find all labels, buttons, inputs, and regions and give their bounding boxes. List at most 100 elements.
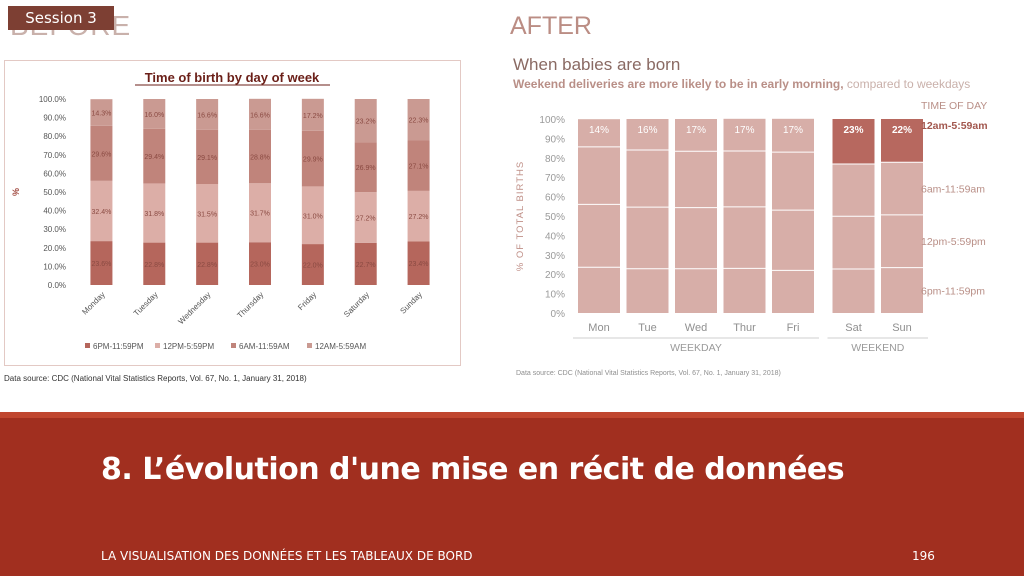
before-bar-segment bbox=[196, 242, 219, 285]
before-x-tick-label: Sunday bbox=[398, 290, 424, 316]
after-x-tick-label: Tue bbox=[638, 322, 657, 334]
before-data-label: 16.6% bbox=[197, 112, 217, 119]
after-bar-segment bbox=[772, 270, 814, 313]
before-data-label: 23.4% bbox=[409, 261, 429, 268]
before-bar-segment bbox=[354, 142, 377, 193]
after-y-tick-label: 10% bbox=[545, 290, 565, 301]
after-data-label: 14% bbox=[589, 125, 609, 136]
after-bar-segment bbox=[626, 207, 669, 269]
after-bar-segment bbox=[675, 268, 717, 313]
before-data-label: 26.9% bbox=[356, 165, 376, 172]
after-data-label: 17% bbox=[734, 125, 754, 136]
after-y-tick-label: 30% bbox=[545, 251, 565, 262]
after-bar-segment bbox=[881, 214, 923, 268]
after-legend-label: 6pm-11:59pm bbox=[921, 285, 985, 297]
after-bar-segment bbox=[832, 164, 875, 217]
before-bar-segment bbox=[301, 98, 324, 131]
after-y-tick-label: 90% bbox=[545, 134, 565, 145]
after-subtitle-comparison: compared to weekdays bbox=[843, 77, 971, 91]
before-data-label: 22.0% bbox=[303, 263, 323, 270]
before-bar-segment bbox=[196, 129, 219, 185]
before-legend-swatch bbox=[85, 343, 90, 348]
before-data-label: 17.2% bbox=[303, 113, 323, 120]
after-bar-segment bbox=[881, 267, 923, 313]
before-data-label: 31.0% bbox=[303, 213, 323, 220]
after-chart-subtitle: Weekend deliveries are more likely to be… bbox=[513, 77, 970, 91]
before-data-label: 23.2% bbox=[356, 119, 376, 126]
after-legend-label: 12am-5:59am bbox=[921, 120, 988, 132]
before-bar-segment bbox=[196, 99, 219, 130]
footer-band bbox=[0, 412, 1024, 576]
before-legend-label: 6AM-11:59AM bbox=[239, 342, 290, 351]
after-bar-segment bbox=[578, 267, 620, 313]
after-data-label: 22% bbox=[892, 125, 912, 136]
before-bar-segment bbox=[301, 186, 324, 245]
after-bar-segment bbox=[772, 118, 814, 153]
before-bar-segment bbox=[354, 99, 377, 143]
before-legend-swatch bbox=[155, 343, 160, 348]
after-bar-segment bbox=[881, 162, 923, 215]
course-title: LA VISUALISATION DES DONNÉES ET LES TABL… bbox=[101, 549, 473, 563]
before-bar-segment bbox=[249, 98, 271, 130]
before-data-label: 27.1% bbox=[409, 164, 429, 171]
before-bar-segment bbox=[354, 242, 377, 285]
after-y-tick-label: 20% bbox=[545, 270, 565, 281]
before-stacked-bar-chart: Time of birth by day of week% 0.0% 10.0% 20… bbox=[11, 70, 430, 351]
before-bar-segment bbox=[354, 192, 377, 243]
after-y-tick-label: 40% bbox=[545, 231, 565, 242]
before-data-label: 22.8% bbox=[197, 262, 217, 269]
after-subtitle-emphasis: Weekend deliveries are more likely to be… bbox=[513, 77, 844, 91]
after-bar-segment bbox=[881, 119, 923, 163]
before-legend-label: 6PM-11:59PM bbox=[93, 342, 144, 351]
after-y-tick-label: 0% bbox=[551, 309, 566, 320]
page-number: 196 bbox=[912, 549, 935, 563]
after-title: AFTER bbox=[510, 12, 592, 40]
before-y-tick-label: 40.0% bbox=[43, 207, 66, 216]
after-x-tick-label: Sat bbox=[845, 322, 862, 334]
before-legend-swatch bbox=[307, 343, 312, 348]
before-x-tick-label: Friday bbox=[296, 290, 318, 312]
footer-accent-line bbox=[0, 412, 1024, 418]
after-bar-segment bbox=[675, 207, 717, 269]
before-data-label: 29.9% bbox=[303, 157, 323, 164]
before-x-tick-label: Wednesday bbox=[176, 290, 212, 326]
before-y-tick-label: 30.0% bbox=[43, 225, 66, 234]
before-bar-segment bbox=[143, 99, 166, 129]
after-bar-segment bbox=[723, 268, 766, 313]
after-bar-segment bbox=[626, 268, 669, 313]
before-data-label: 31.8% bbox=[144, 211, 164, 218]
after-data-label: 17% bbox=[783, 125, 803, 136]
after-y-tick-label: 50% bbox=[545, 212, 565, 223]
after-bar-segment bbox=[723, 206, 766, 269]
before-bar-segment bbox=[249, 129, 271, 184]
before-bar-segment bbox=[301, 130, 324, 187]
after-chart-title: When babies are born bbox=[513, 55, 681, 74]
before-bar-segment bbox=[196, 184, 219, 243]
before-y-tick-label: 60.0% bbox=[43, 169, 66, 178]
before-data-label: 14.3% bbox=[91, 110, 111, 117]
before-bar-segment bbox=[407, 140, 430, 191]
before-y-tick-label: 0.0% bbox=[48, 281, 66, 290]
before-data-source: Data source: CDC (National Vital Statist… bbox=[4, 374, 307, 383]
after-x-tick-label: Mon bbox=[588, 322, 609, 334]
before-legend-swatch bbox=[231, 343, 236, 348]
before-data-label: 31.7% bbox=[250, 211, 270, 218]
before-data-label: 31.5% bbox=[197, 211, 217, 218]
before-data-label: 22.7% bbox=[356, 262, 376, 269]
before-bar-segment bbox=[407, 190, 430, 242]
after-x-tick-label: Sun bbox=[892, 322, 912, 334]
after-bar-segment bbox=[578, 204, 620, 268]
after-bar-segment bbox=[675, 151, 717, 208]
after-x-tick-label: Wed bbox=[685, 322, 707, 334]
after-bar-segment bbox=[723, 118, 766, 152]
after-legend-label: 12pm-5:59pm bbox=[921, 236, 986, 248]
before-bar-segment bbox=[249, 242, 271, 285]
after-data-source: Data source: CDC (National Vital Statist… bbox=[516, 370, 781, 377]
after-y-tick-label: 100% bbox=[539, 115, 565, 126]
before-bar-segment bbox=[301, 244, 324, 285]
before-y-tick-label: 100.0% bbox=[39, 95, 66, 104]
before-bar-segment bbox=[90, 241, 113, 285]
after-bar-segment bbox=[626, 150, 669, 208]
before-data-label: 29.6% bbox=[91, 151, 111, 158]
before-y-tick-label: 10.0% bbox=[43, 262, 66, 271]
